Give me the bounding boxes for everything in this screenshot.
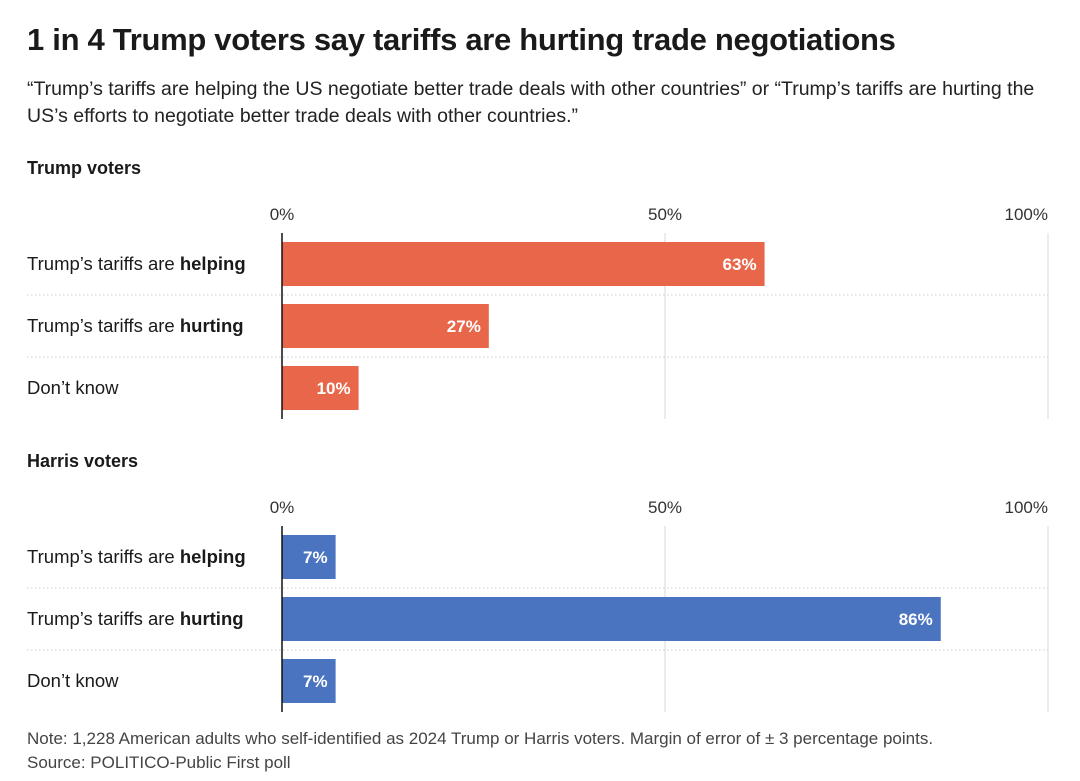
trump-value-label: 63% — [723, 255, 757, 274]
trump-tick-label: 50% — [648, 205, 682, 224]
trump-voters-chart: 0% 50% 100% Trump’s tariffs are helping 63% T… — [27, 205, 1049, 419]
trump-category-label: Trump’s tariffs are hurting — [27, 315, 244, 336]
harris-voters-panel: Harris voters 0% 50% 100% Trump’s tariffs a… — [0, 451, 1080, 712]
trump-bar — [282, 304, 489, 348]
trump-voters-panel: Trump voters 0% 50% 100% Trump’s tariffs ar… — [0, 158, 1080, 419]
harris-tick-label: 50% — [648, 498, 682, 517]
harris-category-label: Don’t know — [27, 670, 119, 691]
harris-value-label: 86% — [899, 610, 933, 629]
trump-category-label: Don’t know — [27, 377, 119, 398]
chart-subtitle: “Trump’s tariffs are helping the US nego… — [27, 78, 1035, 127]
harris-bar — [282, 597, 941, 641]
trump-tick-label: 100% — [1005, 205, 1048, 224]
harris-category-label: Trump’s tariffs are hurting — [27, 608, 244, 629]
footer-source: Source: POLITICO-Public First poll — [27, 753, 291, 772]
trump-bar — [282, 366, 359, 410]
harris-value-label: 7% — [303, 672, 328, 691]
harris-tick-label: 0% — [270, 498, 295, 517]
harris-category-label: Trump’s tariffs are helping — [27, 546, 246, 567]
harris-value-label: 7% — [303, 548, 328, 567]
chart-title: 1 in 4 Trump voters say tariffs are hurt… — [27, 22, 896, 57]
harris-voters-chart: 0% 50% 100% Trump’s tariffs are helping 7% Tr… — [27, 498, 1049, 712]
footer-note: Note: 1,228 American adults who self-ide… — [27, 729, 934, 748]
trump-value-label: 10% — [317, 379, 351, 398]
trump-value-label: 27% — [447, 317, 481, 336]
trump-bar — [282, 242, 765, 286]
harris-bar — [282, 535, 336, 579]
panel-title-harris-voters: Harris voters — [27, 451, 139, 471]
trump-category-label: Trump’s tariffs are helping — [27, 253, 246, 274]
harris-tick-label: 100% — [1005, 498, 1048, 517]
chart-footer: Note: 1,228 American adults who self-ide… — [27, 727, 933, 775]
trump-tick-label: 0% — [270, 205, 295, 224]
panel-title-trump-voters: Trump voters — [27, 158, 142, 178]
harris-bar — [282, 659, 336, 703]
